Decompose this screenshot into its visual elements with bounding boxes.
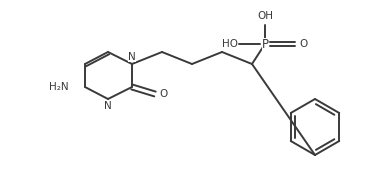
Text: O: O: [299, 39, 307, 49]
Text: OH: OH: [257, 11, 273, 21]
Text: N: N: [128, 52, 136, 62]
Text: O: O: [159, 89, 167, 99]
Text: HO: HO: [222, 39, 238, 49]
Text: N: N: [104, 101, 112, 111]
Text: H₂N: H₂N: [49, 82, 69, 92]
Text: P: P: [262, 37, 269, 51]
